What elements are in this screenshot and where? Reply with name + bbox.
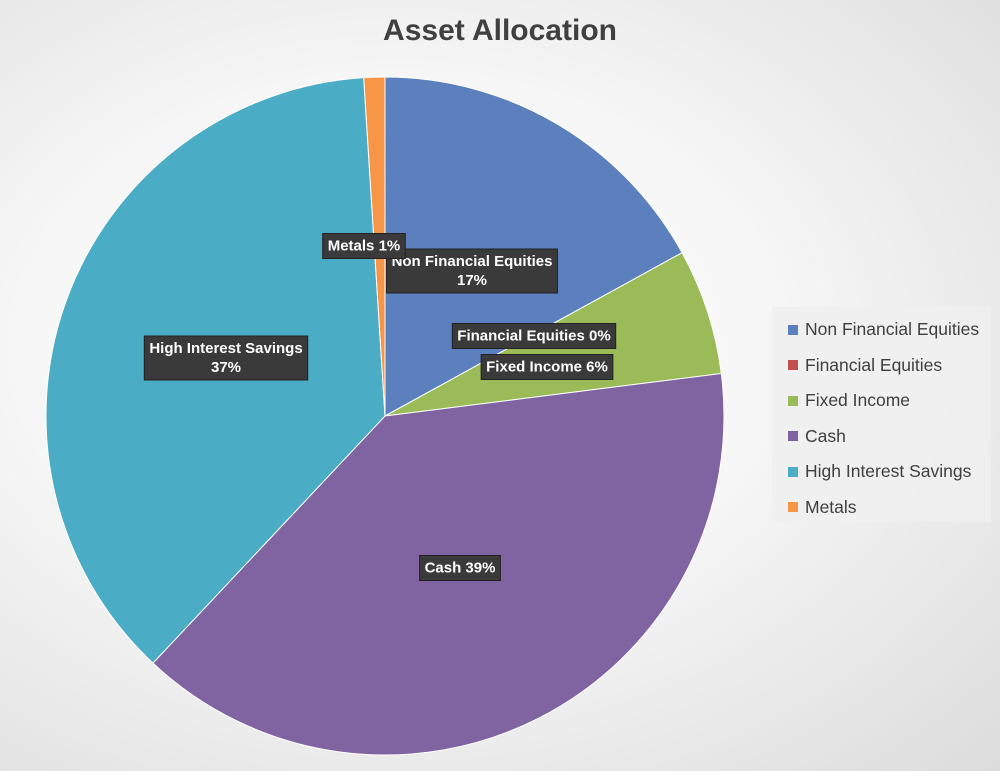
legend-swatch [788,324,798,335]
svg-text:Financial Equities 0%: Financial Equities 0% [457,328,610,345]
data-label-high-interest-savings: High Interest Savings 37% [143,335,309,381]
data-label-cash: Cash 39% [419,555,501,581]
legend-item-financial-equities: Financial Equities [788,348,991,384]
svg-text:37%: 37% [211,359,241,376]
legend-swatch [788,502,798,513]
legend-label: High Interest Savings [805,461,972,482]
legend-label: Metals [805,496,857,517]
legend-swatch [788,360,798,371]
data-label-metals: Metals 1% [322,233,406,259]
data-label-financial-equities: Financial Equities 0% [451,323,617,349]
legend-label: Non Financial Equities [805,319,980,340]
legend-item-metals: Metals [788,490,991,526]
svg-text:Fixed Income 6%: Fixed Income 6% [486,359,608,376]
chart-legend: Non Financial Equities Financial Equities… [772,307,991,522]
data-label-fixed-income: Fixed Income 6% [480,354,614,380]
svg-text:17%: 17% [457,272,487,289]
legend-label: Cash [805,425,846,446]
legend-swatch [788,431,798,442]
svg-text:High Interest Savings: High Interest Savings [149,340,302,357]
chart-title: Asset Allocation [383,14,617,47]
legend-swatch [788,466,798,477]
pie-data-labels: Non Financial Equities 17% Fixed Income 6%… [143,233,617,581]
svg-text:Metals 1%: Metals 1% [328,238,401,255]
svg-text:Non Financial Equities: Non Financial Equities [392,253,553,270]
data-label-non-financial-equities: Non Financial Equities 17% [386,248,558,294]
pie-slices [45,76,725,756]
legend-label: Fixed Income [805,390,911,411]
legend-item-high-interest-savings: High Interest Savings [788,454,991,490]
legend-label: Financial Equities [805,354,943,375]
legend-swatch [788,395,798,406]
legend-item-cash: Cash [788,419,991,455]
legend-item-non-financial-equities: Non Financial Equities [788,312,991,348]
svg-text:Cash 39%: Cash 39% [425,560,496,577]
legend-item-fixed-income: Fixed Income [788,383,991,419]
